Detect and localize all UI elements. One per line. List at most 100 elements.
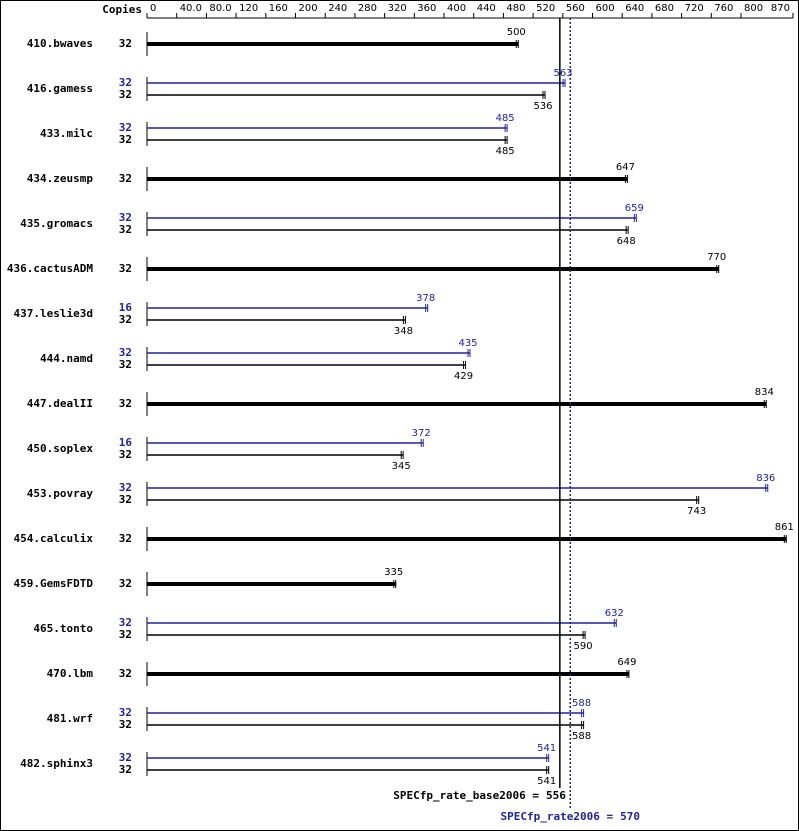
benchmark-name: 450.soplex (27, 442, 94, 455)
base-copies: 32 (119, 667, 132, 680)
value-label: 563 (553, 68, 572, 79)
benchmark-name: 444.namd (40, 352, 93, 365)
peak-copies: 32 (119, 121, 132, 134)
base-copies: 32 (119, 532, 132, 545)
peak-copies: 32 (119, 481, 132, 494)
value-label: 743 (687, 506, 706, 517)
x-tick-label: 520 (536, 3, 555, 14)
peak-metric: SPECfp_rate2006 = 570 (501, 810, 640, 823)
value-label: 541 (537, 743, 556, 754)
benchmark-name: 454.calculix (14, 532, 94, 545)
value-label: 588 (572, 698, 591, 709)
base-copies: 32 (119, 172, 132, 185)
base-copies: 32 (119, 448, 132, 461)
value-label: 378 (416, 293, 435, 304)
base-copies: 32 (119, 397, 132, 410)
base-copies: 32 (119, 628, 132, 641)
peak-copies: 32 (119, 211, 132, 224)
base-copies: 32 (119, 223, 132, 236)
x-tick-label: 400 (447, 3, 466, 14)
base-copies: 32 (119, 37, 132, 50)
value-label: 500 (507, 27, 526, 38)
x-tick-label: 440 (477, 3, 496, 14)
base-copies: 32 (119, 313, 132, 326)
x-tick-label: 560 (566, 3, 585, 14)
value-label: 435 (458, 338, 477, 349)
copies-header: Copies (102, 3, 142, 16)
x-tick-label: 40.0 (180, 3, 202, 14)
benchmark-name: 470.lbm (47, 667, 94, 680)
benchmark-name: 481.wrf (47, 712, 93, 725)
benchmark-name: 416.gamess (27, 82, 93, 95)
value-label: 348 (394, 326, 413, 337)
x-tick-label: 870 (771, 3, 790, 14)
benchmark-name: 465.tonto (33, 622, 93, 635)
x-tick-label: 720 (685, 3, 704, 14)
value-label: 834 (755, 387, 774, 398)
peak-metric-label: SPECfp_rate2006 = (501, 810, 614, 823)
x-tick-label: 360 (417, 3, 436, 14)
value-label: 429 (454, 371, 473, 382)
base-metric-label: SPECfp_rate_base2006 = (393, 789, 539, 802)
x-tick-label: 600 (596, 3, 615, 14)
base-copies: 32 (119, 262, 132, 275)
peak-copies: 32 (119, 346, 132, 359)
value-label: 590 (574, 641, 593, 652)
benchmark-name: 410.bwaves (27, 37, 93, 50)
x-tick-label: 680 (655, 3, 674, 14)
value-label: 485 (496, 146, 515, 157)
x-tick-label: 0 (150, 3, 156, 14)
x-tick-label: 280 (358, 3, 377, 14)
value-label: 345 (392, 461, 411, 472)
x-tick-label: 240 (328, 3, 347, 14)
benchmark-name: 435.gromacs (20, 217, 93, 230)
base-copies: 32 (119, 763, 132, 776)
benchmark-name: 453.povray (27, 487, 94, 500)
base-copies: 32 (119, 133, 132, 146)
base-copies: 32 (119, 88, 132, 101)
peak-copies: 32 (119, 76, 132, 89)
peak-copies: 32 (119, 751, 132, 764)
value-label: 632 (605, 608, 624, 619)
value-label: 648 (617, 236, 636, 247)
value-label: 485 (496, 113, 515, 124)
peak-metric-value: 570 (620, 810, 640, 823)
benchmark-name: 436.cactusADM (7, 262, 93, 275)
x-tick-label: 80.0 (209, 3, 231, 14)
benchmark-name: 434.zeusmp (27, 172, 94, 185)
x-tick-label: 800 (744, 3, 763, 14)
benchmark-name: 482.sphinx3 (20, 757, 93, 770)
value-label: 770 (707, 252, 726, 263)
value-label: 335 (384, 567, 403, 578)
base-copies: 32 (119, 718, 132, 731)
value-label: 836 (756, 473, 775, 484)
x-tick-label: 320 (388, 3, 407, 14)
value-label: 541 (537, 776, 556, 787)
value-label: 659 (625, 203, 644, 214)
benchmark-name: 437.leslie3d (14, 307, 93, 320)
value-label: 588 (572, 731, 591, 742)
base-copies: 32 (119, 358, 132, 371)
x-tick-label: 200 (299, 3, 318, 14)
value-label: 647 (616, 162, 635, 173)
benchmark-name: 447.dealII (27, 397, 93, 410)
peak-copies: 32 (119, 706, 132, 719)
base-copies: 32 (119, 493, 132, 506)
peak-copies: 32 (119, 616, 132, 629)
value-label: 372 (412, 428, 431, 439)
benchmark-name: 459.GemsFDTD (14, 577, 94, 590)
x-tick-label: 480 (506, 3, 525, 14)
base-metric-value: 556 (546, 789, 566, 802)
x-tick-label: 120 (239, 3, 258, 14)
value-label: 861 (775, 522, 794, 533)
x-tick-label: 160 (269, 3, 288, 14)
value-label: 649 (617, 657, 636, 668)
x-tick-label: 640 (625, 3, 644, 14)
value-label: 536 (533, 101, 552, 112)
peak-copies: 16 (119, 301, 133, 314)
benchmark-name: 433.milc (40, 127, 93, 140)
peak-copies: 16 (119, 436, 133, 449)
base-metric: SPECfp_rate_base2006 = 556 (393, 789, 566, 802)
